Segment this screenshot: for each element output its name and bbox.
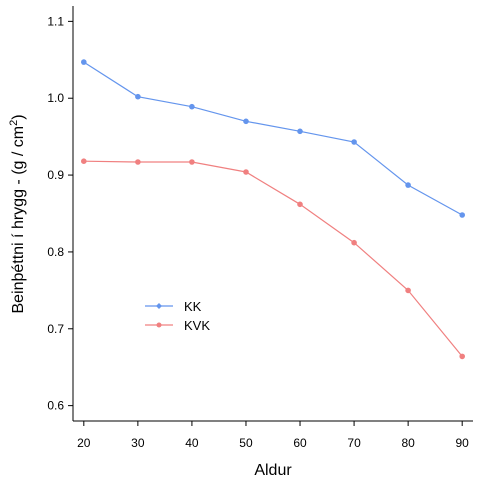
data-point-kk <box>297 128 303 135</box>
y-tick-label: 1.1 <box>47 14 64 28</box>
data-point-kk <box>459 212 466 218</box>
y-axis-title-end: ) <box>10 114 27 119</box>
x-tick-label: 30 <box>131 436 145 450</box>
x-tick-label: 20 <box>77 436 91 450</box>
series-layer <box>81 59 466 360</box>
y-axis-title-main: Beinþéttni í hrygg - (g / cm <box>10 126 27 314</box>
data-point-kk <box>81 59 87 65</box>
data-point-kk <box>405 182 411 188</box>
x-tick-label: 60 <box>293 436 307 450</box>
data-point-kk <box>189 103 195 110</box>
data-point-kk <box>351 139 357 145</box>
legend: KK KVK <box>145 299 210 333</box>
legend-label-kk: KK <box>184 299 202 314</box>
y-ticks: 0.6 0.7 0.8 0.9 1.0 1.1 <box>47 14 73 413</box>
legend-label-kvk: KVK <box>184 318 210 333</box>
series-line-kk <box>83 61 463 216</box>
x-tick-label: 80 <box>401 436 415 450</box>
data-point-kvk <box>297 201 303 208</box>
x-ticks: 20 30 40 50 60 70 80 90 <box>77 421 469 450</box>
y-tick-label: 1.0 <box>47 91 64 105</box>
y-axis-title-superscript: 2 <box>8 120 20 126</box>
data-point-kk <box>243 118 249 125</box>
legend-marker-kvk <box>156 322 162 328</box>
x-tick-label: 70 <box>347 436 361 450</box>
y-tick-label: 0.9 <box>47 168 64 182</box>
y-tick-label: 0.6 <box>47 399 64 413</box>
data-point-kk <box>135 93 141 100</box>
x-tick-label: 90 <box>456 436 470 450</box>
y-tick-label: 0.8 <box>47 245 64 259</box>
data-point-kvk <box>351 239 357 246</box>
x-tick-label: 40 <box>185 436 199 450</box>
data-point-kvk <box>405 287 411 294</box>
data-point-kvk <box>189 159 195 165</box>
data-point-kvk <box>81 158 87 164</box>
legend-item-kvk: KVK <box>145 318 210 333</box>
data-point-kvk <box>135 159 141 165</box>
series-line-kvk <box>83 160 463 357</box>
data-point-kvk <box>243 169 249 175</box>
legend-marker-kk <box>156 303 162 309</box>
y-tick-label: 0.7 <box>47 322 64 336</box>
legend-item-kk: KK <box>145 299 202 314</box>
x-tick-label: 50 <box>239 436 253 450</box>
y-axis-title: Beinþéttni í hrygg - (g / cm2) <box>8 114 27 313</box>
x-axis-title: Aldur <box>254 462 292 479</box>
data-point-kvk <box>459 353 466 360</box>
